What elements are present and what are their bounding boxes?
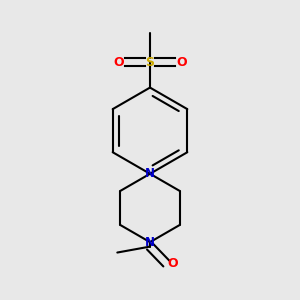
Text: O: O <box>176 56 187 69</box>
Text: N: N <box>145 167 155 180</box>
Text: O: O <box>113 56 124 69</box>
Text: O: O <box>168 257 178 270</box>
Text: N: N <box>145 236 155 249</box>
Text: S: S <box>146 56 154 69</box>
